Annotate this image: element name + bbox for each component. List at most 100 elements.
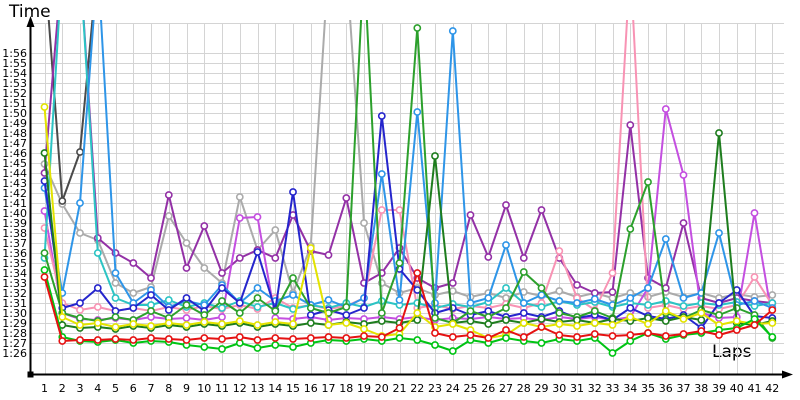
data-point-marker — [626, 331, 635, 339]
data-point-marker — [306, 311, 315, 319]
data-point-marker — [93, 319, 102, 327]
data-point-marker — [502, 334, 510, 342]
data-point-marker — [768, 333, 777, 341]
data-point-marker — [431, 314, 439, 322]
data-point-marker — [519, 319, 528, 327]
data-point-marker — [715, 229, 723, 237]
data-point-marker — [342, 311, 351, 319]
data-point-marker — [590, 295, 599, 303]
data-point-marker — [502, 326, 510, 334]
data-point-marker — [697, 316, 706, 324]
data-point-marker — [147, 322, 155, 330]
data-point-marker — [253, 294, 262, 302]
data-point-marker — [129, 336, 138, 344]
data-point-marker — [76, 229, 84, 237]
y-tick-label: 1:50 — [2, 107, 27, 120]
data-point-marker — [555, 287, 564, 295]
data-point-marker — [661, 317, 670, 325]
data-point-marker — [271, 318, 280, 326]
data-point-marker — [697, 309, 706, 317]
x-tick-label: 29 — [535, 382, 549, 395]
data-point-marker — [93, 336, 102, 344]
x-tick-label: 4 — [94, 382, 101, 395]
data-point-marker — [537, 291, 546, 299]
data-point-marker — [271, 334, 280, 342]
data-point-marker — [182, 294, 191, 302]
data-point-marker — [537, 303, 546, 311]
data-point-marker — [235, 333, 244, 341]
data-point-marker — [644, 329, 652, 337]
data-point-marker — [93, 249, 102, 257]
data-point-marker — [200, 343, 209, 351]
data-point-marker — [306, 304, 315, 312]
data-point-marker — [502, 201, 510, 209]
data-point-marker — [218, 269, 226, 277]
data-point-marker — [289, 320, 297, 328]
data-point-marker — [750, 297, 759, 305]
data-point-marker — [58, 313, 67, 321]
data-point-marker — [147, 274, 155, 282]
data-point-marker — [182, 239, 191, 247]
y-tick-label: 1:34 — [2, 267, 27, 280]
data-point-marker — [111, 294, 120, 302]
data-point-marker — [448, 27, 457, 35]
data-point-marker — [573, 299, 581, 307]
data-point-marker — [750, 321, 759, 329]
data-point-marker — [360, 219, 368, 227]
data-point-marker — [466, 299, 475, 307]
data-point-marker — [732, 317, 741, 325]
data-point-marker — [182, 336, 191, 344]
data-point-marker — [715, 299, 723, 307]
data-point-marker — [661, 235, 670, 243]
y-tick-label: 1:30 — [2, 307, 27, 320]
data-point-marker — [289, 343, 297, 351]
data-point-marker — [519, 333, 528, 341]
x-tick-label: 31 — [570, 382, 584, 395]
data-point-marker — [253, 344, 262, 352]
data-point-marker — [200, 264, 209, 272]
data-point-marker — [111, 279, 120, 287]
y-tick-label: 1:29 — [2, 317, 27, 330]
data-point-marker — [93, 284, 102, 292]
data-point-marker — [235, 309, 244, 317]
data-point-marker — [573, 281, 581, 289]
y-tick-label: 1:48 — [2, 127, 27, 140]
x-tick-label: 32 — [588, 382, 602, 395]
data-point-marker — [111, 335, 120, 343]
y-tick-label: 1:43 — [2, 177, 27, 190]
data-point-marker — [235, 299, 244, 307]
data-point-marker — [253, 303, 262, 311]
data-point-marker — [519, 268, 528, 276]
data-point-marker — [324, 321, 333, 329]
data-point-marker — [555, 309, 564, 317]
data-point-marker — [377, 317, 386, 325]
data-point-marker — [697, 327, 706, 335]
x-tick-label: 23 — [428, 382, 442, 395]
x-tick-label: 28 — [517, 382, 531, 395]
data-point-marker — [519, 254, 528, 262]
y-axis-title: Time — [9, 2, 51, 22]
data-point-marker — [182, 321, 191, 329]
data-point-marker — [306, 319, 315, 327]
data-point-marker — [555, 320, 564, 328]
data-point-marker — [555, 297, 564, 305]
data-point-marker — [342, 334, 351, 342]
data-point-marker — [200, 334, 209, 342]
data-point-marker — [413, 269, 422, 277]
x-tick-label: 38 — [694, 382, 708, 395]
series-red — [40, 269, 777, 345]
data-point-marker — [253, 284, 262, 292]
data-point-marker — [573, 322, 581, 330]
x-tick-label: 30 — [552, 382, 566, 395]
data-point-marker — [147, 291, 155, 299]
data-point-marker — [413, 309, 422, 317]
data-point-marker — [466, 331, 475, 339]
x-tick-label: 19 — [357, 382, 371, 395]
data-point-marker — [218, 297, 226, 305]
x-tick-label: 7 — [148, 382, 155, 395]
data-point-marker — [644, 178, 652, 186]
y-tick-label: 1:36 — [2, 247, 27, 260]
x-axis-title: Laps — [712, 342, 752, 362]
x-tick-label: 18 — [339, 382, 353, 395]
